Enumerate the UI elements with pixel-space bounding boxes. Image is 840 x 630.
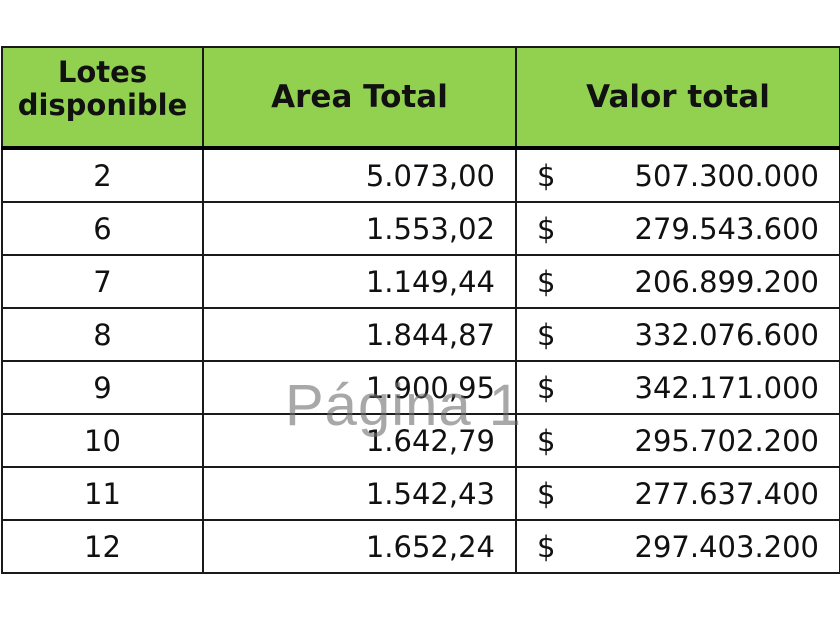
area-cell: 1.900,95 (202, 360, 517, 415)
currency-cell: $ (515, 201, 556, 256)
table-row: 12 1.652,24 $ 297.403.200 (1, 519, 840, 574)
currency-cell: $ (515, 519, 556, 574)
spreadsheet-table-area: Lotes disponible Area Total Valor total … (0, 46, 840, 574)
lote-cell: 6 (1, 201, 204, 256)
valor-cell: 206.899.200 (556, 254, 840, 309)
table-row: 10 1.642,79 $ 295.702.200 (1, 413, 840, 468)
area-cell: 1.844,87 (202, 307, 517, 362)
table-row: 2 5.073,00 $ 507.300.000 (1, 147, 840, 203)
table-row: 9 1.900,95 $ 342.171.000 (1, 360, 840, 415)
lote-cell: 12 (1, 519, 204, 574)
table-row: 8 1.844,87 $ 332.076.600 (1, 307, 840, 362)
header-area-total: Area Total (202, 46, 517, 149)
table-row: 11 1.542,43 $ 277.637.400 (1, 466, 840, 521)
valor-cell: 277.637.400 (556, 466, 840, 521)
valor-cell: 297.403.200 (556, 519, 840, 574)
currency-cell: $ (515, 147, 556, 203)
header-row: Lotes disponible Area Total Valor total (1, 46, 840, 149)
lote-cell: 11 (1, 466, 204, 521)
currency-cell: $ (515, 413, 556, 468)
valor-cell: 295.702.200 (556, 413, 840, 468)
area-cell: 5.073,00 (202, 147, 517, 203)
valor-cell: 507.300.000 (556, 147, 840, 203)
lote-cell: 8 (1, 307, 204, 362)
area-cell: 1.553,02 (202, 201, 517, 256)
currency-cell: $ (515, 254, 556, 309)
header-lotes-disponible: Lotes disponible (1, 46, 204, 149)
area-cell: 1.542,43 (202, 466, 517, 521)
currency-cell: $ (515, 466, 556, 521)
valor-cell: 332.076.600 (556, 307, 840, 362)
lots-table: Lotes disponible Area Total Valor total … (1, 46, 840, 574)
currency-cell: $ (515, 307, 556, 362)
header-valor-total: Valor total (514, 46, 840, 149)
area-cell: 1.149,44 (202, 254, 517, 309)
table-row: 7 1.149,44 $ 206.899.200 (1, 254, 840, 309)
currency-cell: $ (515, 360, 556, 415)
area-cell: 1.642,79 (202, 413, 517, 468)
lote-cell: 10 (1, 413, 204, 468)
valor-cell: 279.543.600 (556, 201, 840, 256)
valor-cell: 342.171.000 (556, 360, 840, 415)
area-cell: 1.652,24 (202, 519, 517, 574)
table-row: 6 1.553,02 $ 279.543.600 (1, 201, 840, 256)
lote-cell: 9 (1, 360, 204, 415)
lote-cell: 2 (1, 147, 204, 203)
lote-cell: 7 (1, 254, 204, 309)
